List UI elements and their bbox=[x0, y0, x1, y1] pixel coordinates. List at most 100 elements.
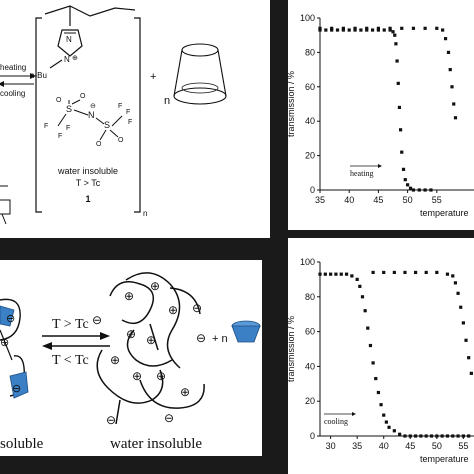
data-point bbox=[417, 188, 421, 192]
reverse-arrowhead bbox=[42, 342, 52, 350]
data-point bbox=[467, 434, 471, 438]
assembly-schematic-panel: ⊖ ⊕ ⊖ T > Tc T < Tc ⊕ ⊕ ⊕ ⊕ ⊕ ⊕ ⊕ bbox=[0, 260, 262, 456]
data-point bbox=[443, 37, 448, 41]
svg-text:⊖: ⊖ bbox=[196, 331, 206, 345]
svg-text:O: O bbox=[96, 141, 102, 148]
data-point bbox=[382, 270, 386, 275]
y-tick-label: 20 bbox=[305, 396, 315, 406]
charge-minus: ⊖ bbox=[12, 383, 21, 395]
caption-temperature: T > Tc bbox=[76, 178, 101, 188]
svg-text:S: S bbox=[104, 120, 110, 130]
y-tick-label: 20 bbox=[305, 151, 315, 161]
data-point bbox=[392, 429, 396, 433]
data-point bbox=[467, 356, 471, 360]
x-tick-label: 45 bbox=[373, 195, 383, 205]
svg-text:⊕: ⊕ bbox=[156, 369, 166, 383]
svg-text:F: F bbox=[126, 109, 130, 116]
data-point bbox=[403, 434, 407, 438]
charge-plus: ⊕ bbox=[0, 337, 9, 349]
ring-nitrogen-top: N bbox=[66, 35, 72, 44]
data-point bbox=[374, 376, 378, 381]
data-point bbox=[334, 272, 338, 276]
svg-text:⊖: ⊖ bbox=[164, 411, 174, 425]
svg-text:F: F bbox=[66, 125, 70, 132]
data-point bbox=[397, 105, 402, 110]
caption-water-insoluble: water insoluble bbox=[110, 436, 202, 452]
data-point bbox=[368, 343, 373, 348]
x-tick-label: 40 bbox=[344, 195, 354, 205]
data-point bbox=[398, 128, 403, 132]
y-tick-label: 40 bbox=[305, 361, 315, 371]
annotation-arrowhead bbox=[378, 164, 382, 168]
data-point bbox=[358, 284, 362, 288]
svg-text:O: O bbox=[56, 97, 62, 104]
svg-text:⊖: ⊖ bbox=[192, 301, 202, 315]
data-point bbox=[359, 28, 363, 32]
x-axis-label: temperature bbox=[420, 208, 469, 218]
x-tick-label: 45 bbox=[405, 441, 415, 451]
data-point bbox=[408, 434, 412, 438]
n-equivalents: n bbox=[164, 95, 170, 107]
data-point bbox=[330, 26, 334, 30]
svg-text:⊕: ⊕ bbox=[168, 303, 178, 317]
x-axis-label: temperature bbox=[420, 454, 469, 464]
reverse-arrowhead bbox=[0, 81, 4, 87]
data-point bbox=[400, 26, 404, 30]
svg-text:F: F bbox=[128, 119, 132, 126]
cooling-transmission-chart: 0 20 40 60 80 100 30 35 40 45 50 55 transmission / %… bbox=[288, 257, 474, 464]
data-point bbox=[435, 434, 439, 438]
data-point bbox=[339, 272, 343, 276]
data-point bbox=[459, 305, 463, 309]
data-point bbox=[391, 30, 395, 34]
data-point bbox=[446, 50, 451, 54]
plus-sign: + bbox=[150, 71, 156, 83]
data-point bbox=[376, 26, 380, 30]
charge-minus: ⊖ bbox=[6, 313, 15, 325]
data-point bbox=[341, 28, 345, 32]
y-tick-label: 80 bbox=[305, 47, 315, 57]
heating-transmission-chart: 0 20 40 60 80 100 35 40 45 50 55 transmission / % te… bbox=[288, 13, 474, 218]
data-point bbox=[424, 270, 428, 275]
data-point bbox=[350, 274, 354, 278]
data-point bbox=[324, 28, 328, 32]
data-point bbox=[451, 434, 455, 438]
svg-text:⊕: ⊕ bbox=[132, 369, 142, 383]
cation-charge: ⊕ bbox=[72, 55, 78, 62]
x-tick-label: 35 bbox=[315, 195, 325, 205]
cyclodextrin-blue-icon bbox=[0, 305, 29, 399]
data-point bbox=[456, 291, 460, 295]
data-point bbox=[353, 28, 357, 32]
data-point bbox=[435, 270, 439, 275]
cyclodextrin-blue-icon bbox=[231, 320, 261, 343]
butyl-bond bbox=[49, 59, 63, 69]
data-point bbox=[448, 68, 452, 72]
imidazolium-ring bbox=[57, 29, 83, 57]
data-point bbox=[452, 102, 456, 106]
data-point bbox=[395, 59, 399, 63]
arrow-label-heating: heating bbox=[0, 63, 26, 72]
compound-number: 1 bbox=[85, 194, 90, 204]
partial-structure bbox=[0, 185, 11, 225]
svg-text:F: F bbox=[44, 123, 48, 130]
data-point bbox=[400, 150, 404, 154]
data-point bbox=[403, 270, 407, 275]
arrow-label-cooling: cooling bbox=[0, 89, 25, 98]
data-point bbox=[366, 326, 370, 330]
x-tick-label: 35 bbox=[352, 441, 362, 451]
data-point bbox=[440, 434, 444, 438]
caption-soluble: soluble bbox=[0, 436, 44, 452]
data-point bbox=[406, 183, 410, 187]
data-point bbox=[353, 26, 357, 30]
x-tick-label: 50 bbox=[432, 441, 442, 451]
polymer-charges: ⊕ ⊕ ⊕ ⊕ ⊕ ⊕ ⊕ ⊕ ⊕ ⊖ ⊖ ⊖ ⊖ ⊖ bbox=[92, 279, 206, 427]
annotation-label: cooling bbox=[324, 417, 348, 426]
data-point bbox=[451, 274, 455, 278]
data-point bbox=[423, 26, 427, 30]
ntf2-anion: O O S N ⊖ S O O F F F F F F bbox=[44, 93, 132, 148]
y-tick-label: 100 bbox=[300, 257, 315, 267]
data-point bbox=[329, 272, 333, 276]
data-point bbox=[411, 188, 416, 192]
data-point bbox=[469, 371, 473, 375]
data-point bbox=[360, 295, 365, 299]
data-point bbox=[441, 28, 445, 32]
